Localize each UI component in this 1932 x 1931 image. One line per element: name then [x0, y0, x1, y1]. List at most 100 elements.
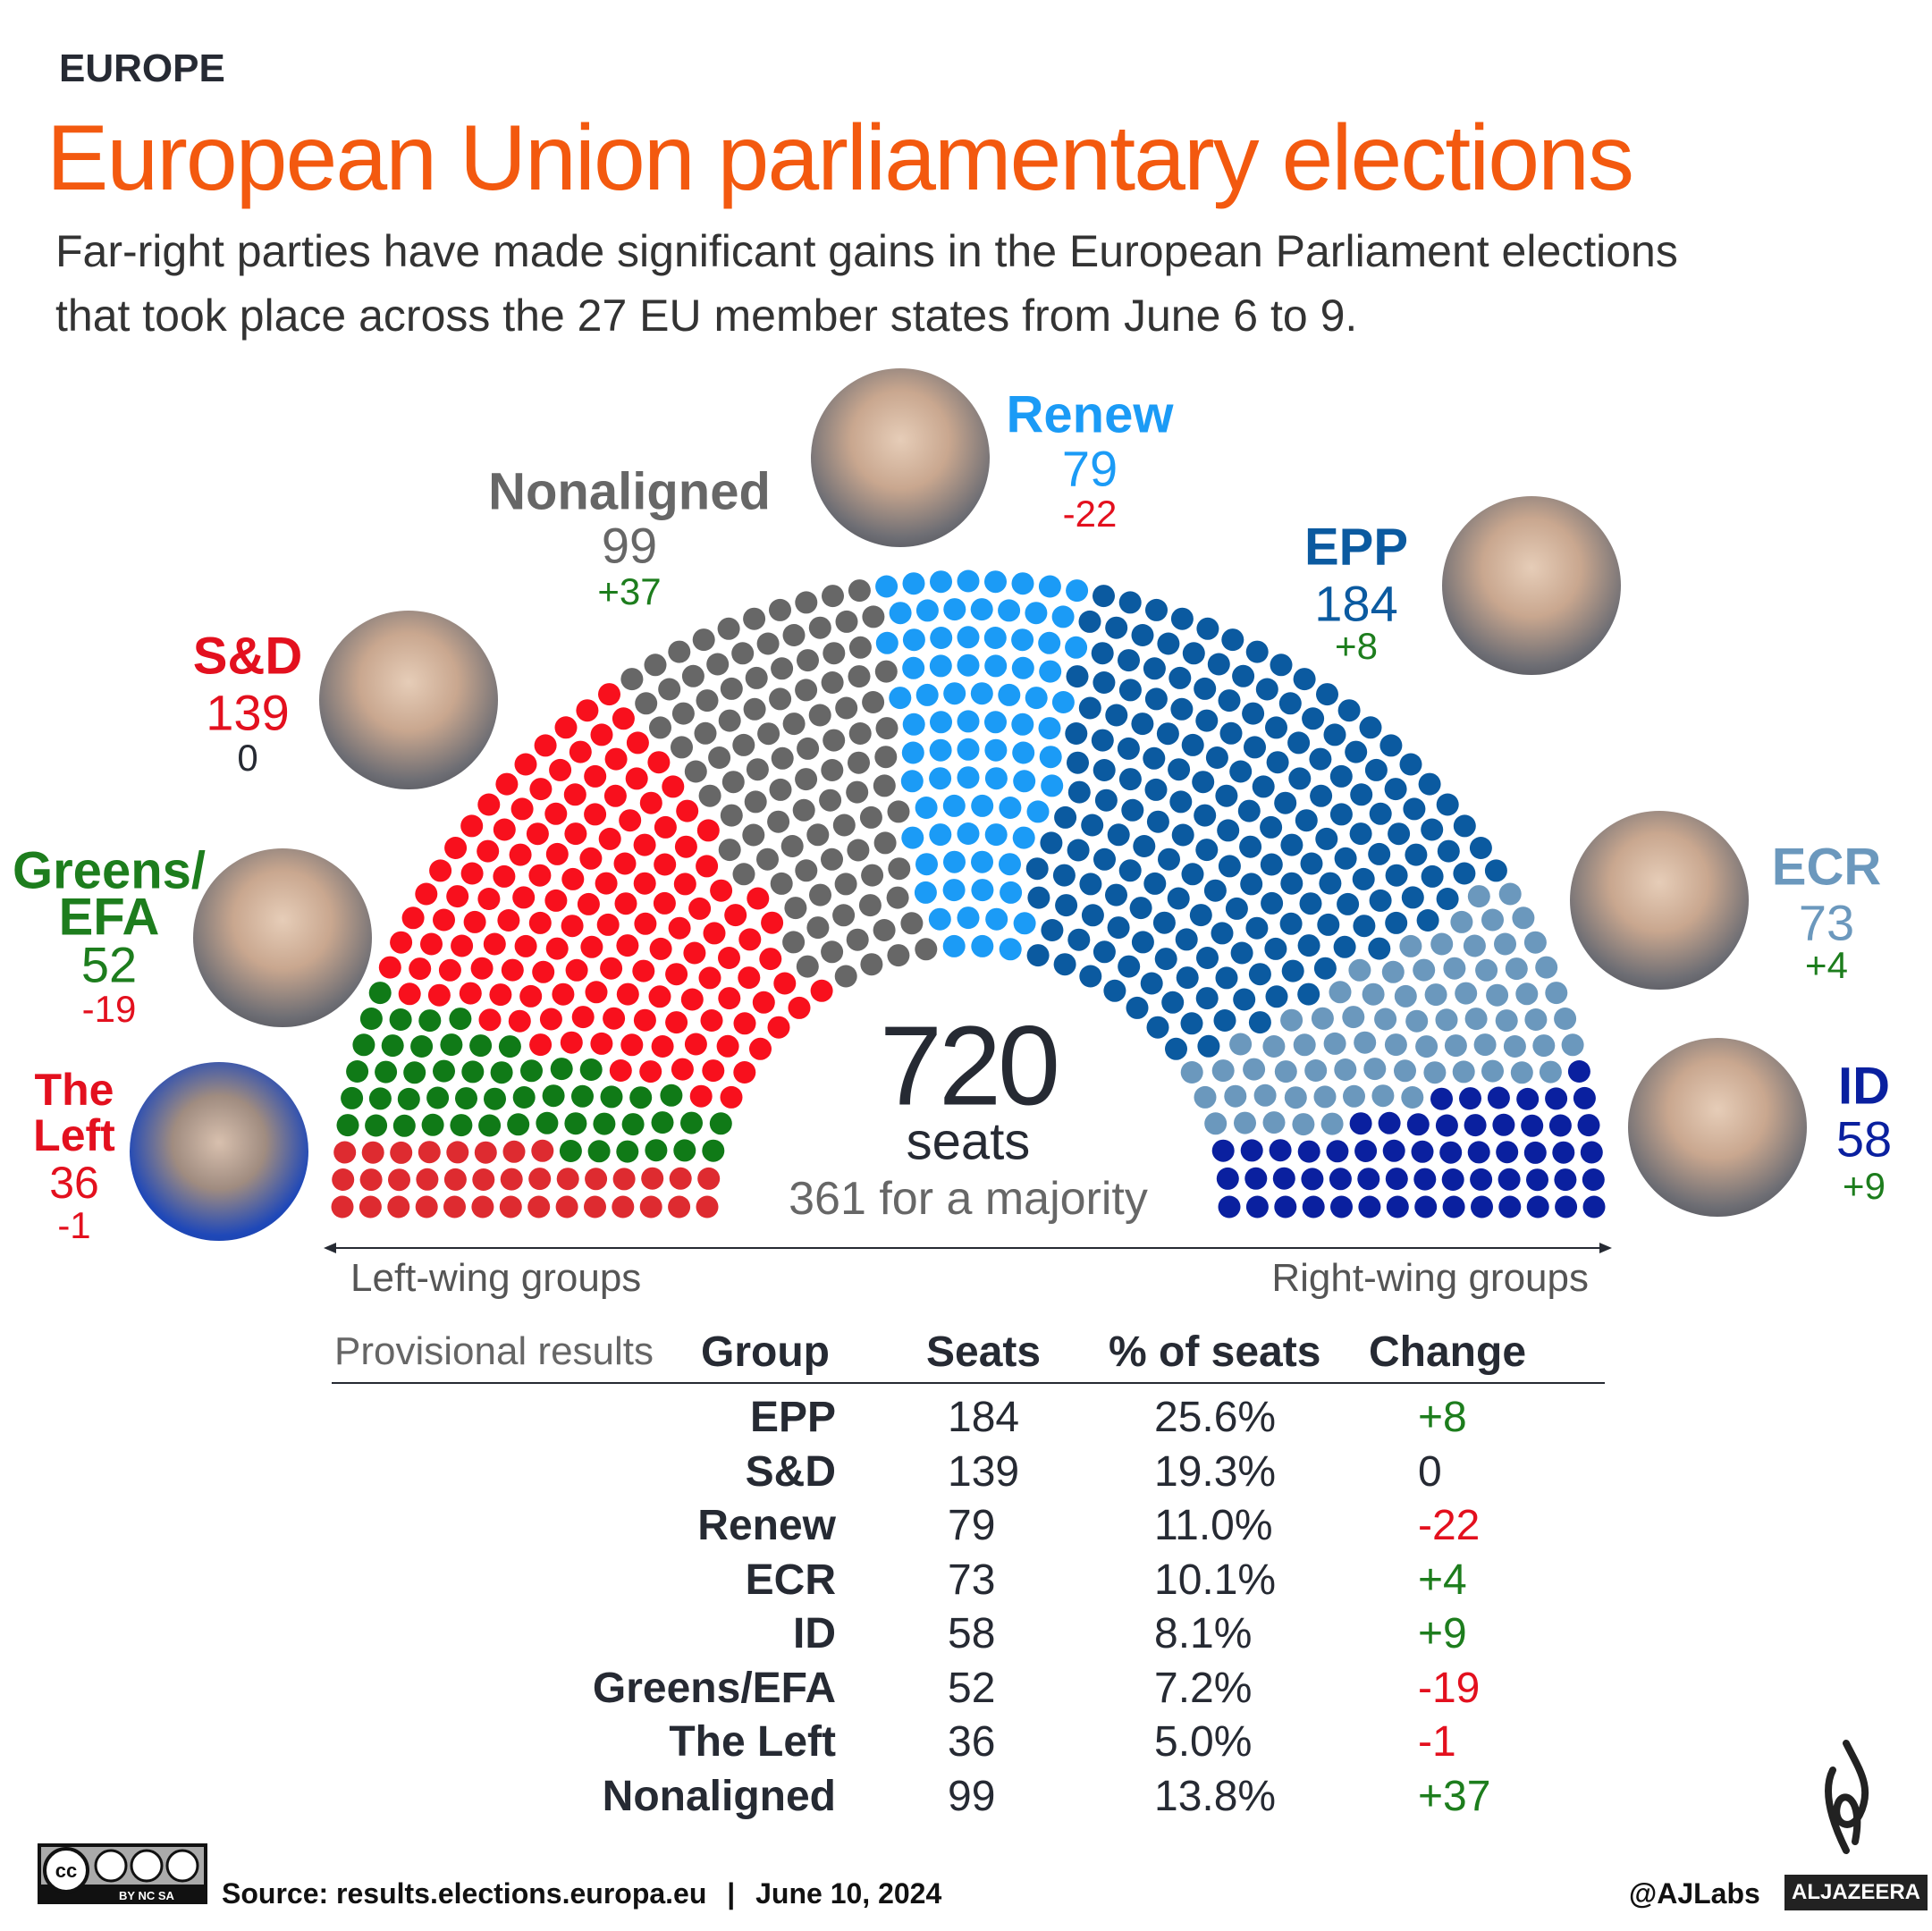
- seat-id: [1435, 1114, 1458, 1137]
- seat-ecr: [1329, 981, 1352, 1004]
- table-cell-change: +4: [1418, 1556, 1467, 1604]
- seat-greens: [375, 1060, 398, 1084]
- source-text: Source: results.elections.europa.eu | Ju…: [222, 1877, 941, 1910]
- seat-sd: [680, 988, 704, 1011]
- seat-id: [1216, 1167, 1239, 1190]
- seat-ni: [780, 835, 804, 857]
- seat-epp: [1364, 758, 1388, 781]
- seat-sd: [598, 683, 620, 706]
- seat-id: [1545, 1087, 1568, 1110]
- seat-sd: [749, 1037, 772, 1060]
- seat-ecr: [1343, 1084, 1365, 1108]
- seat-ni: [875, 717, 899, 740]
- seat-ecr: [1274, 1060, 1297, 1084]
- seat-ni: [887, 800, 910, 823]
- seat-id: [1580, 1141, 1603, 1164]
- seat-epp: [1170, 607, 1194, 630]
- seat-ecr: [1503, 1035, 1526, 1058]
- seat-ecr: [1234, 1111, 1256, 1134]
- seat-id: [1582, 1195, 1606, 1218]
- seat-epp: [1319, 872, 1342, 895]
- seat-epp: [1401, 886, 1424, 909]
- seat-sd: [684, 1033, 707, 1056]
- seat-ni: [742, 823, 765, 847]
- seat-epp: [1484, 859, 1507, 882]
- seat-ni: [671, 736, 693, 759]
- seat-ni: [848, 579, 871, 603]
- seat-ni: [696, 689, 719, 713]
- seat-ecr: [1405, 1009, 1429, 1033]
- seat-epp: [1248, 1011, 1271, 1034]
- seat-id: [1471, 1195, 1493, 1218]
- table-cell-seats: 52: [948, 1664, 996, 1712]
- seat-ecr: [1280, 1008, 1303, 1032]
- seat-sd: [460, 862, 484, 885]
- seat-renew: [998, 599, 1021, 622]
- table-header-group: Group: [701, 1328, 830, 1376]
- seat-id: [1464, 1114, 1487, 1137]
- publish-date: June 10, 2024: [755, 1877, 942, 1910]
- seat-sd: [689, 1084, 713, 1108]
- seat-id: [1302, 1195, 1325, 1218]
- seat-ni: [681, 664, 704, 687]
- seat-renew: [889, 602, 912, 625]
- seat-sd: [580, 935, 603, 958]
- seat-epp: [1144, 687, 1168, 711]
- seat-sd: [519, 984, 543, 1008]
- seat-id: [1521, 1114, 1544, 1137]
- seat-greens: [587, 1140, 611, 1163]
- seat-id: [1272, 1167, 1295, 1190]
- source-label: Source: results.elections.europa.eu: [222, 1877, 707, 1910]
- seat-renew: [957, 738, 980, 761]
- seat-ni: [732, 733, 755, 756]
- seat-greens: [397, 1087, 420, 1110]
- seat-ni: [769, 778, 792, 801]
- seat-renew: [957, 654, 980, 677]
- seat-id: [1330, 1195, 1353, 1218]
- seat-sd: [477, 793, 501, 816]
- seat-sd: [700, 1009, 723, 1032]
- seat-epp: [1280, 833, 1303, 856]
- seat-epp: [1369, 802, 1392, 825]
- seat-epp: [1144, 778, 1168, 801]
- seat-epp: [1182, 642, 1205, 665]
- seat-epp: [1079, 965, 1102, 988]
- seat-epp: [1067, 839, 1090, 862]
- seat-sd: [565, 958, 588, 982]
- seat-ecr: [1467, 885, 1490, 908]
- seat-ni: [834, 873, 857, 896]
- seat-epp: [1278, 692, 1302, 715]
- seat-renew: [970, 598, 993, 621]
- seat-ni: [797, 737, 820, 760]
- seat-sd: [665, 1011, 688, 1034]
- seat-sd: [539, 1008, 562, 1031]
- seat-epp: [1131, 931, 1154, 954]
- seat-sd: [665, 963, 688, 986]
- seat-ni: [743, 607, 766, 630]
- seat-id: [1378, 1111, 1401, 1134]
- seat-epp: [1388, 822, 1411, 846]
- seat-ni: [731, 642, 755, 665]
- seat-epp: [1067, 751, 1089, 774]
- seat-id: [1382, 1139, 1405, 1162]
- table-cell-seats: 139: [948, 1447, 1020, 1496]
- seat-epp: [1384, 778, 1407, 801]
- seat-ni: [848, 636, 872, 659]
- seat-ni: [782, 713, 806, 736]
- seat-renew: [957, 766, 980, 789]
- seat-ecr: [1313, 1085, 1337, 1109]
- seat-sd: [590, 723, 613, 746]
- seat-ni: [806, 916, 830, 940]
- seat-ni: [848, 722, 872, 745]
- seat-ecr: [1430, 932, 1454, 956]
- seat-sd: [616, 934, 639, 957]
- seat-sd: [620, 1033, 644, 1057]
- seat-ni: [720, 677, 743, 700]
- seat-greens: [418, 1009, 442, 1033]
- seat-ecr: [1262, 1035, 1286, 1058]
- seat-id: [1411, 1140, 1434, 1163]
- seat-ni: [658, 678, 681, 701]
- seat-greens: [381, 1034, 404, 1058]
- seat-ni: [821, 940, 844, 964]
- seat-ni: [771, 746, 794, 770]
